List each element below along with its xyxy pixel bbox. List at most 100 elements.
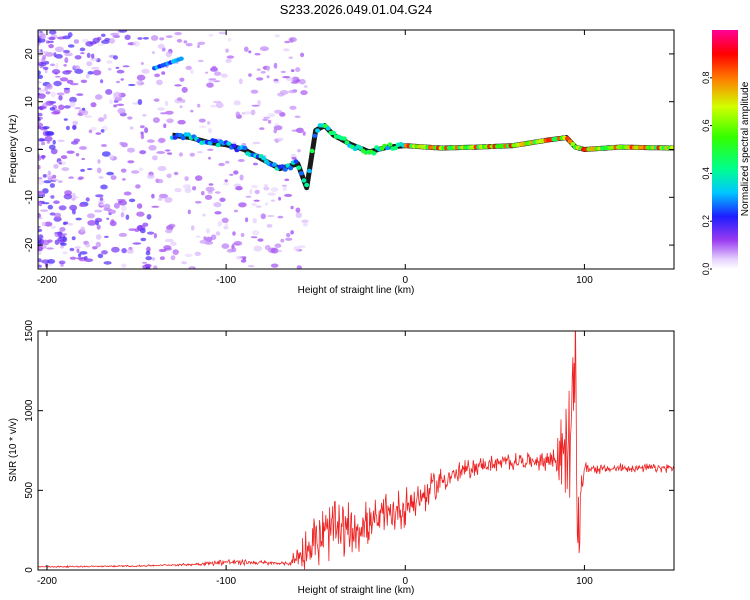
noise-blob — [152, 155, 158, 161]
noise-blob — [103, 261, 112, 265]
ridge-cell — [288, 166, 294, 171]
noise-blob — [197, 44, 200, 49]
noise-blob — [155, 178, 164, 184]
noise-blob — [53, 200, 60, 204]
noise-blob — [170, 241, 177, 246]
colorbar-tick-label: 0.4 — [701, 167, 711, 180]
noise-blob — [174, 187, 182, 193]
spectrogram-ylabel: Frequency (Hz) — [8, 115, 19, 184]
noise-blob — [242, 257, 247, 260]
noise-blob — [205, 186, 215, 192]
noise-blob — [295, 212, 302, 219]
noise-blob — [56, 36, 66, 40]
colorbar-ticks: 0.0 0.2 0.4 0.6 0.8 — [701, 72, 712, 275]
noise-blob — [84, 258, 94, 263]
noise-blob — [178, 152, 183, 157]
noise-blob — [223, 182, 230, 186]
noise-blob — [156, 79, 163, 86]
noise-blob — [165, 229, 173, 234]
noise-blob — [54, 239, 60, 245]
noise-blob — [113, 91, 122, 98]
noise-blob — [100, 184, 108, 190]
noise-blob — [214, 71, 222, 76]
noise-blob — [260, 213, 266, 220]
noise-blob — [38, 89, 46, 93]
noise-blob — [79, 203, 85, 208]
noise-blob — [49, 212, 56, 216]
noise-blob — [140, 125, 145, 129]
noise-blob — [249, 188, 253, 195]
noise-blob — [84, 115, 93, 118]
noise-blob — [46, 247, 54, 250]
noise-blob — [302, 131, 306, 136]
noise-blob — [295, 67, 301, 73]
noise-blob — [38, 155, 42, 161]
noise-blob — [279, 90, 289, 95]
noise-blob — [263, 184, 269, 187]
noise-blob — [159, 193, 168, 199]
noise-blob — [38, 70, 41, 76]
noise-blob — [111, 246, 120, 253]
noise-blob — [151, 205, 160, 208]
noise-blob — [105, 89, 113, 95]
noise-blob — [250, 236, 258, 239]
noise-blob — [280, 70, 286, 74]
noise-blob — [250, 109, 256, 116]
noise-blob — [98, 176, 104, 179]
noise-blob — [262, 118, 269, 122]
noise-blob — [116, 103, 125, 107]
noise-blob — [266, 214, 275, 218]
noise-blob — [38, 107, 43, 110]
spectrogram-xtick-label: 100 — [576, 275, 593, 286]
ridge-cell — [306, 168, 312, 174]
noise-blob — [197, 103, 201, 108]
noise-blob — [233, 209, 238, 213]
noise-blob — [256, 68, 261, 71]
noise-blob — [221, 73, 228, 78]
noise-blob — [74, 246, 81, 249]
noise-blob — [137, 99, 143, 105]
noise-blob — [217, 221, 222, 227]
noise-blob — [190, 225, 195, 231]
noise-blob — [142, 261, 148, 264]
ridge-cell — [392, 145, 398, 151]
noise-blob — [116, 80, 120, 84]
noise-blob — [44, 221, 53, 227]
noise-blob — [66, 150, 75, 154]
noise-blob — [95, 94, 103, 100]
noise-blob — [218, 31, 228, 35]
noise-blob — [284, 193, 293, 197]
noise-blob — [53, 164, 59, 169]
noise-blob — [297, 149, 301, 153]
noise-blob — [63, 221, 69, 225]
ridge-cell — [186, 132, 191, 137]
noise-blob — [195, 175, 203, 181]
noise-blob — [72, 120, 79, 126]
noise-blob — [58, 162, 63, 165]
noise-blob — [212, 100, 222, 104]
ridge-cell — [212, 138, 218, 144]
noise-blob — [120, 211, 125, 218]
snr-series-line — [38, 331, 674, 570]
noise-blob — [81, 110, 89, 116]
noise-blob — [207, 148, 214, 151]
noise-blob — [151, 51, 155, 55]
ridge-cell — [280, 164, 285, 169]
noise-blob — [99, 203, 106, 206]
noise-blob — [48, 144, 56, 150]
noise-blob — [164, 197, 173, 203]
noise-blob — [55, 54, 63, 59]
noise-blob — [213, 80, 221, 83]
noise-blob — [85, 73, 90, 79]
noise-blob — [70, 82, 79, 86]
noise-blob — [163, 123, 167, 129]
spectrogram-ytick-label: 0 — [24, 146, 35, 152]
noise-blob — [60, 155, 68, 160]
noise-blob — [61, 167, 70, 172]
noise-blob — [44, 60, 50, 65]
noise-blob — [87, 71, 94, 75]
snr-ytick-label: 500 — [24, 482, 35, 499]
noise-blob — [38, 228, 43, 233]
noise-blob — [86, 168, 93, 171]
noise-blob — [80, 52, 85, 55]
